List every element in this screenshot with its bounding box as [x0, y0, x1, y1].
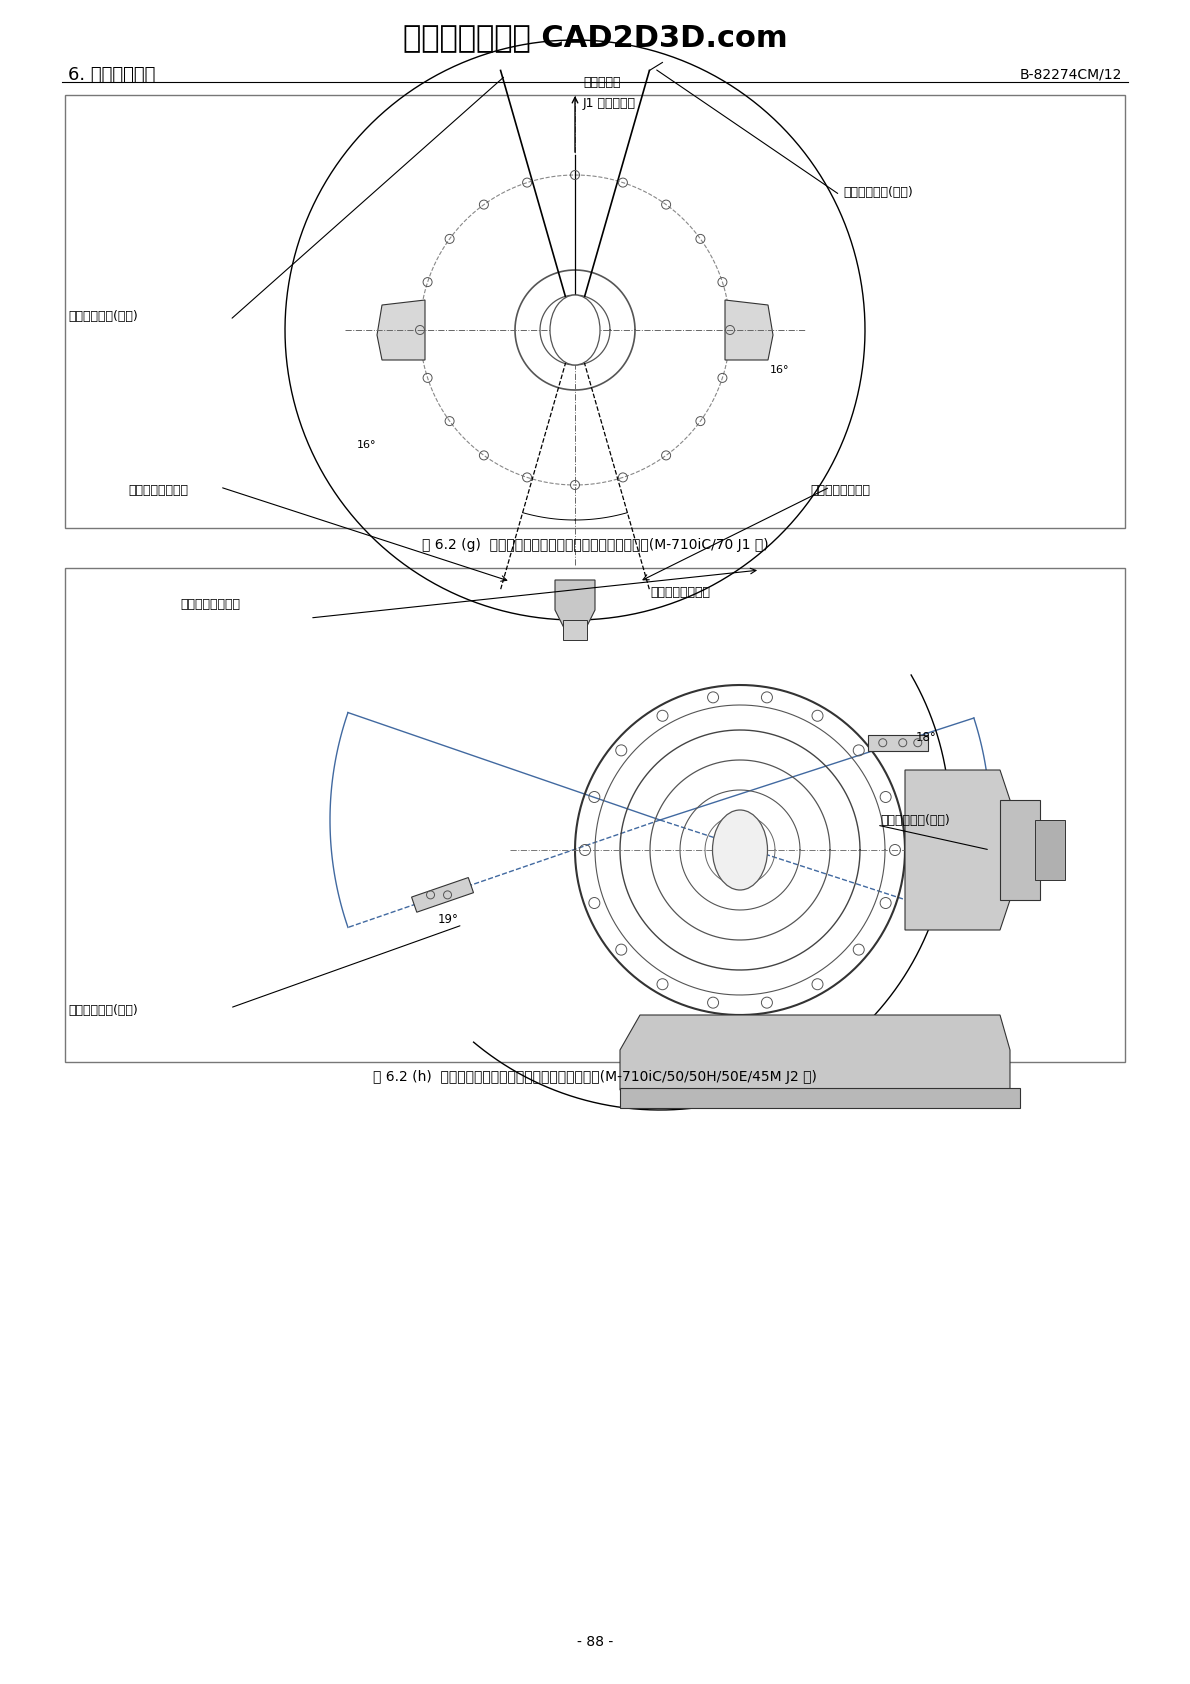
Polygon shape: [868, 734, 928, 751]
Text: 正侧指定动作范围: 正侧指定动作范围: [180, 598, 240, 611]
Polygon shape: [725, 300, 774, 360]
Text: - 88 -: - 88 -: [577, 1635, 613, 1649]
Text: 16°: 16°: [357, 440, 376, 450]
Text: 负侧指定动作范围: 负侧指定动作范围: [650, 586, 710, 600]
Ellipse shape: [550, 295, 600, 365]
Text: 18°: 18°: [916, 731, 937, 744]
Text: 16°: 16°: [770, 365, 789, 376]
Polygon shape: [620, 1015, 1010, 1090]
Text: B-82274CM/12: B-82274CM/12: [1020, 67, 1122, 83]
Bar: [1035, 820, 1065, 881]
Bar: [65, 94, 1125, 529]
Text: 正侧指定动作范围: 正侧指定动作范围: [129, 483, 188, 497]
Polygon shape: [377, 300, 425, 360]
Text: 图 6.2 (h)  机械式可变制动器的最大停止距离（位置）(M-710iC/50/50H/50E/45M J2 轴): 图 6.2 (h) 机械式可变制动器的最大停止距离（位置）(M-710iC/50…: [372, 1069, 818, 1084]
Bar: [620, 1088, 1020, 1108]
Text: J1 可动制动器: J1 可动制动器: [583, 98, 635, 111]
Text: 图 6.2 (g)  机械式可变制动器的最大停止距离（位置）(M-710iC/70 J1 轴): 图 6.2 (g) 机械式可变制动器的最大停止距离（位置）(M-710iC/70…: [421, 537, 769, 552]
Text: 6. 变更可动范围: 6. 变更可动范围: [68, 66, 156, 84]
Text: 19°: 19°: [438, 913, 458, 926]
Bar: [1000, 800, 1040, 899]
Bar: [65, 568, 1125, 1063]
Text: 最大停止距离(位置): 最大停止距离(位置): [879, 813, 950, 827]
Text: 最大停止距离(位置): 最大停止距离(位置): [68, 310, 138, 323]
Text: 工业自动化专家 CAD2D3D.com: 工业自动化专家 CAD2D3D.com: [402, 24, 788, 52]
Text: 最大停止距离(位置): 最大停止距离(位置): [68, 1004, 138, 1017]
Polygon shape: [906, 770, 1010, 930]
Ellipse shape: [713, 810, 768, 891]
Text: 机器人正面: 机器人正面: [583, 76, 620, 89]
Text: 最大停止距离(位置): 最大停止距离(位置): [843, 185, 913, 199]
Bar: [563, 620, 587, 640]
Polygon shape: [555, 579, 595, 630]
Bar: [412, 877, 474, 913]
Text: 负侧指定动作范围: 负侧指定动作范围: [810, 483, 870, 497]
